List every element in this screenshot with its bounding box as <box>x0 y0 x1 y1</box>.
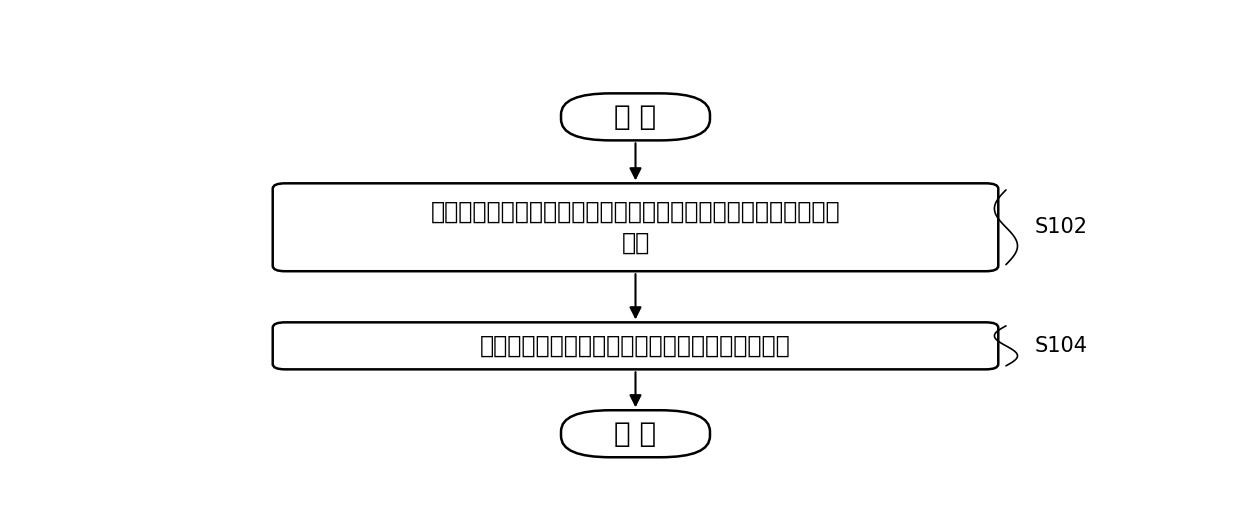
Text: 开 始: 开 始 <box>615 103 656 131</box>
Text: S102: S102 <box>1035 217 1087 237</box>
Text: 控制交通设备执行晕车缓解模式中的缓解晕车措施: 控制交通设备执行晕车缓解模式中的缓解晕车措施 <box>480 334 791 358</box>
FancyBboxPatch shape <box>273 183 998 271</box>
Text: 接收触发晕车缓解模式的启动指令，根据启动指令，启动晕车缓解: 接收触发晕车缓解模式的启动指令，根据启动指令，启动晕车缓解 <box>430 200 841 224</box>
FancyBboxPatch shape <box>273 322 998 370</box>
Text: 结 束: 结 束 <box>615 419 656 448</box>
Text: S104: S104 <box>1035 336 1087 356</box>
FancyBboxPatch shape <box>560 93 711 140</box>
FancyBboxPatch shape <box>560 410 711 457</box>
Text: 模式: 模式 <box>621 231 650 255</box>
